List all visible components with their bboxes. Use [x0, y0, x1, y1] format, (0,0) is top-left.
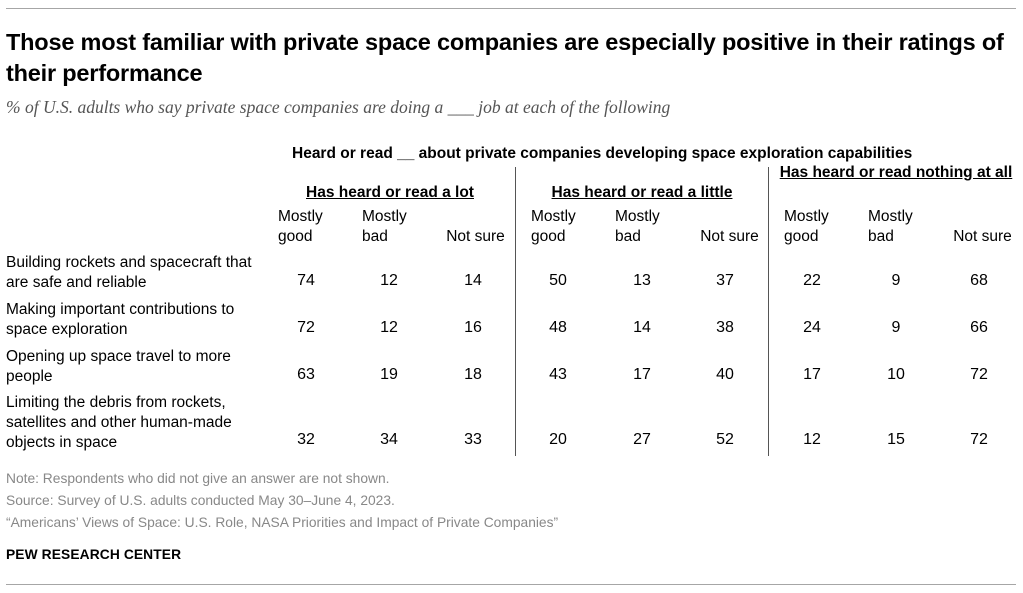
table-cell: 17	[633, 366, 651, 383]
top-rule	[6, 8, 1016, 9]
col-header-mostly-bad: Mostly bad	[868, 208, 913, 245]
table-cell: 15	[887, 431, 905, 448]
table-cell: 10	[887, 366, 905, 383]
row-label: Limiting the debris from rockets, satell…	[6, 394, 232, 451]
footnote-report: “Americans’ Views of Space: U.S. Role, N…	[6, 515, 559, 530]
row-label: Building rockets and spacecraft that are…	[6, 254, 252, 291]
group-header-label: Has heard or read a little	[551, 184, 733, 201]
col-header-not-sure: Not sure	[446, 228, 505, 245]
table-cell: 52	[716, 431, 734, 448]
table-cell: 24	[803, 319, 821, 336]
table-cell: 63	[297, 366, 315, 383]
footnote-note: Note: Respondents who did not give an an…	[6, 471, 390, 486]
col-header-mostly-bad: Mostly bad	[362, 208, 407, 245]
row-label: Making important contributions to space …	[6, 301, 235, 338]
divider-2	[768, 167, 769, 456]
table-cell: 14	[464, 272, 482, 289]
table-cell: 22	[803, 272, 821, 289]
super-header: Heard or read __ about private companies…	[292, 145, 913, 162]
col-header-not-sure: Not sure	[700, 228, 759, 245]
table-cell: 17	[803, 366, 821, 383]
chart-title: Those most familiar with private space c…	[6, 29, 1004, 86]
chart-subtitle: % of U.S. adults who say private space c…	[6, 97, 671, 117]
table-cell: 32	[297, 431, 315, 448]
table-cell: 37	[716, 272, 734, 289]
table-cell: 72	[297, 319, 315, 336]
group-header-a-lot: Has heard or read a lot	[270, 184, 510, 202]
col-header-not-sure: Not sure	[953, 228, 1012, 245]
table-cell: 38	[716, 319, 734, 336]
table-cell: 12	[380, 319, 398, 336]
col-header-mostly-bad: Mostly bad	[615, 208, 660, 245]
group-header-a-little: Has heard or read a little	[517, 184, 767, 202]
table-cell: 68	[970, 272, 988, 289]
table-cell: 72	[970, 431, 988, 448]
table-cell: 12	[803, 431, 821, 448]
bottom-rule	[6, 584, 1016, 585]
col-header-mostly-good: Mostly good	[784, 208, 829, 245]
table-cell: 72	[970, 366, 988, 383]
brand-logo-text: PEW RESEARCH CENTER	[6, 547, 182, 562]
table-cell: 9	[891, 319, 901, 336]
table-cell: 66	[970, 319, 988, 336]
group-header-nothing: Has heard or read nothing at all	[771, 164, 1021, 182]
table-cell: 13	[633, 272, 651, 289]
table-cell: 18	[464, 366, 482, 383]
table-cell: 19	[380, 366, 398, 383]
table-cell: 74	[297, 272, 315, 289]
table-cell: 16	[464, 319, 482, 336]
table-cell: 34	[380, 431, 398, 448]
table-cell: 20	[549, 431, 567, 448]
group-header-label: Has heard or read nothing at all	[779, 164, 1013, 181]
table-cell: 9	[891, 272, 901, 289]
row-label: Opening up space travel to more people	[6, 348, 231, 385]
col-header-mostly-good: Mostly good	[278, 208, 323, 245]
footnote-source: Source: Survey of U.S. adults conducted …	[6, 493, 395, 508]
table-cell: 48	[549, 319, 567, 336]
table-cell: 40	[716, 366, 734, 383]
table-cell: 12	[380, 272, 398, 289]
table-cell: 43	[549, 366, 567, 383]
table-cell: 14	[633, 319, 651, 336]
table-cell: 27	[633, 431, 651, 448]
table-cell: 50	[549, 272, 567, 289]
divider-1	[515, 167, 516, 456]
col-header-mostly-good: Mostly good	[531, 208, 576, 245]
group-header-label: Has heard or read a lot	[306, 184, 474, 201]
table-cell: 33	[464, 431, 482, 448]
